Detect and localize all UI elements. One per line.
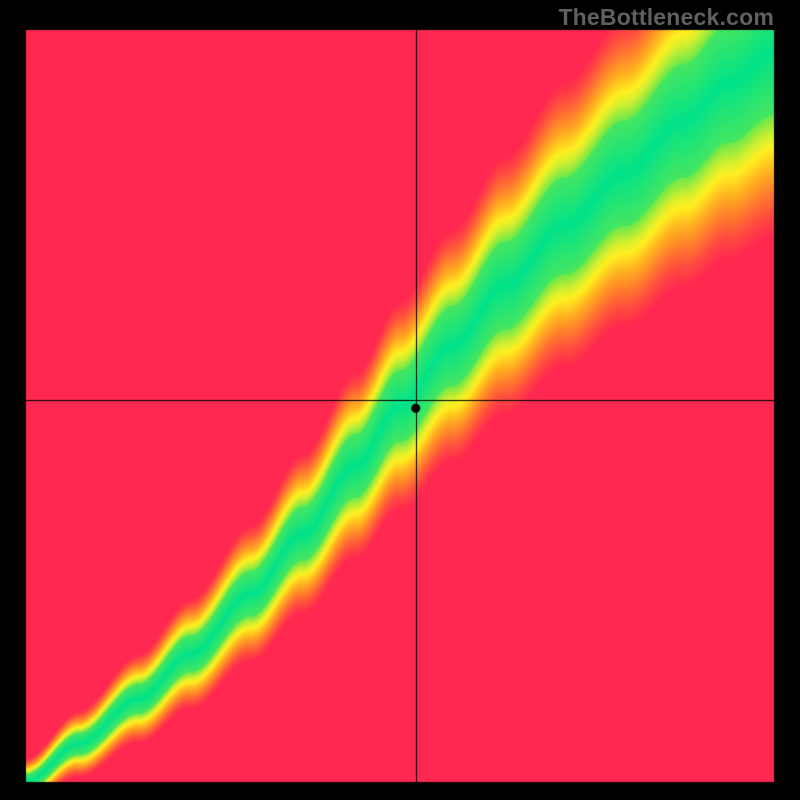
bottleneck-heatmap [0,0,800,800]
watermark-text: TheBottleneck.com [558,4,774,31]
